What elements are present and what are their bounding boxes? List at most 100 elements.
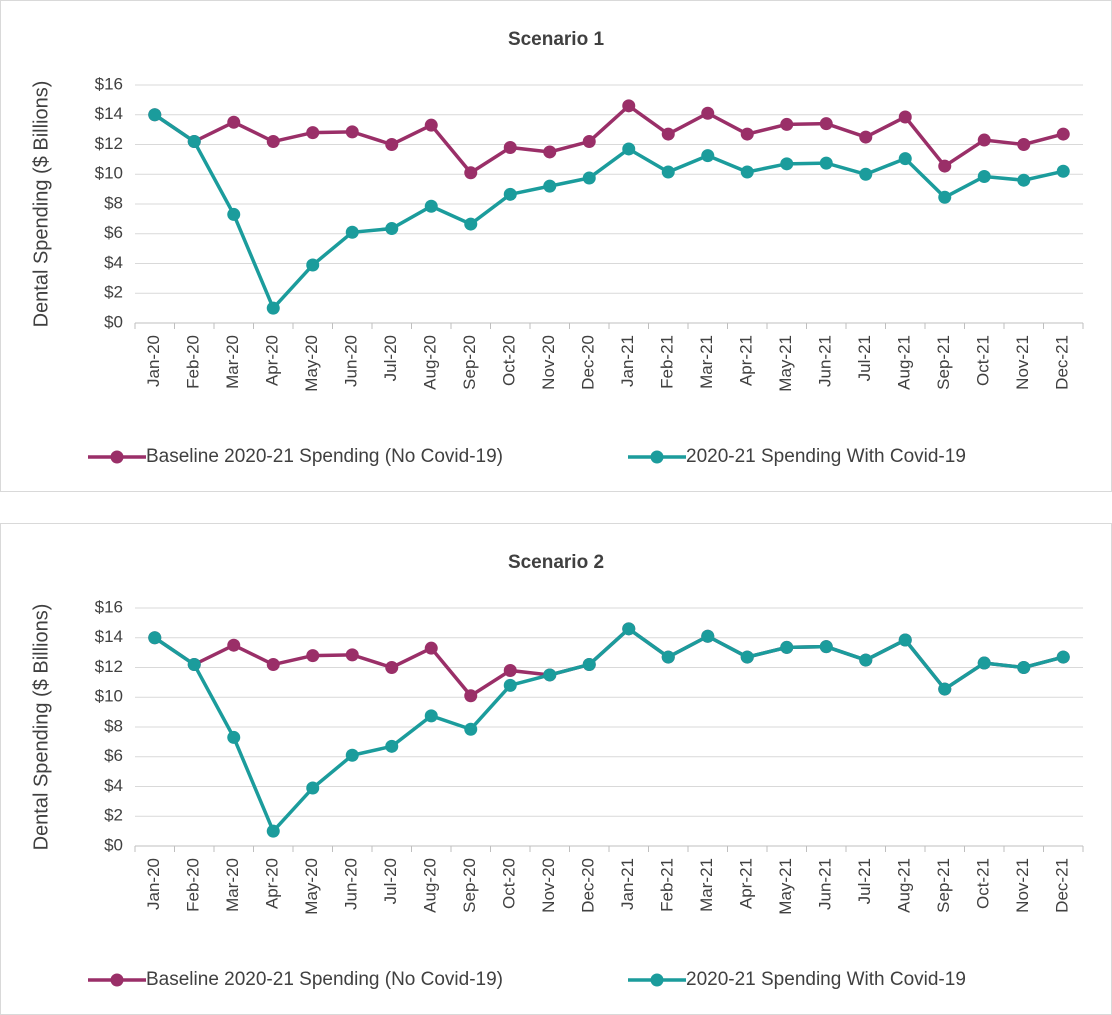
x-tick-label: Mar-21 xyxy=(697,335,716,389)
x-tick-label: Mar-21 xyxy=(697,858,716,912)
data-point xyxy=(464,166,478,180)
legend-marker xyxy=(110,450,124,464)
y-tick-label: $16 xyxy=(95,597,123,616)
data-point xyxy=(701,629,715,643)
x-tick-label: Jul-21 xyxy=(855,858,874,904)
y-tick-label: $2 xyxy=(104,806,123,825)
data-point xyxy=(345,225,359,239)
y-tick-label: $12 xyxy=(95,134,123,153)
data-point xyxy=(582,658,596,672)
data-point xyxy=(227,115,241,129)
x-tick-label: May-20 xyxy=(302,858,321,915)
x-tick-label: Sep-21 xyxy=(934,858,953,913)
data-point xyxy=(701,106,715,120)
data-point xyxy=(740,165,754,179)
x-tick-label: Jul-21 xyxy=(855,335,874,381)
data-point xyxy=(266,135,280,149)
data-point xyxy=(661,127,675,141)
y-tick-label: $16 xyxy=(95,74,123,93)
chart-title: Scenario 2 xyxy=(508,552,604,573)
data-point xyxy=(424,118,438,132)
data-point xyxy=(1017,138,1031,151)
x-tick-label: Jun-21 xyxy=(816,335,835,387)
data-point xyxy=(148,631,162,645)
y-tick-label: $14 xyxy=(95,104,123,123)
data-point xyxy=(385,138,399,151)
data-point xyxy=(227,638,241,652)
series-line xyxy=(153,103,1064,176)
x-tick-label: Nov-20 xyxy=(539,335,558,390)
data-point xyxy=(938,682,952,696)
x-tick-label: Apr-21 xyxy=(737,858,756,909)
data-point xyxy=(859,130,873,144)
legend-marker xyxy=(110,973,124,987)
data-point xyxy=(622,622,636,636)
x-tick-label: Jun-20 xyxy=(342,858,361,910)
x-tick-label: Nov-20 xyxy=(539,858,558,913)
data-point xyxy=(780,640,794,654)
data-point xyxy=(661,165,675,179)
data-point xyxy=(503,140,517,154)
x-tick-label: Dec-20 xyxy=(579,335,598,390)
x-tick-label: Apr-21 xyxy=(737,335,756,386)
data-point xyxy=(819,640,833,654)
data-point xyxy=(582,135,596,149)
x-tick-label: Aug-21 xyxy=(895,858,914,913)
legend-label: 2020-21 Spending With Covid-19 xyxy=(686,446,966,467)
x-tick-label: Apr-20 xyxy=(263,858,282,909)
data-point xyxy=(306,781,320,795)
x-tick-label: May-20 xyxy=(302,335,321,392)
x-tick-label: Feb-21 xyxy=(658,858,677,912)
data-point xyxy=(345,125,359,139)
data-point xyxy=(622,142,636,156)
data-point xyxy=(227,207,241,221)
y-tick-label: $4 xyxy=(104,776,123,795)
y-axis-label: Dental Spending ($ Billions) xyxy=(30,604,52,851)
y-tick-label: $14 xyxy=(95,627,123,646)
data-point xyxy=(187,658,201,672)
data-point xyxy=(306,649,320,663)
x-tick-label: Feb-21 xyxy=(658,335,677,389)
y-tick-label: $8 xyxy=(104,716,123,735)
x-tick-label: Aug-20 xyxy=(421,335,440,390)
data-point xyxy=(345,748,359,762)
legend-label: Baseline 2020-21 Spending (No Covid-19) xyxy=(146,446,503,467)
data-point xyxy=(898,110,912,124)
data-point xyxy=(464,217,478,231)
x-tick-label: Aug-21 xyxy=(895,335,914,390)
x-tick-label: Nov-21 xyxy=(1013,858,1032,913)
data-point xyxy=(266,301,280,315)
data-point xyxy=(938,190,952,204)
data-point xyxy=(740,127,754,141)
data-point xyxy=(1017,173,1031,187)
data-point xyxy=(1017,661,1031,674)
data-point xyxy=(503,678,517,692)
x-tick-label: Apr-20 xyxy=(263,335,282,386)
data-point xyxy=(938,159,952,173)
y-tick-label: $2 xyxy=(104,283,123,302)
data-point xyxy=(543,668,557,682)
chart-border xyxy=(0,0,1112,492)
x-tick-label: Mar-20 xyxy=(223,858,242,912)
x-tick-label: Feb-20 xyxy=(184,335,203,389)
data-point xyxy=(622,99,636,113)
y-tick-label: $6 xyxy=(104,746,123,765)
data-point xyxy=(977,133,991,147)
x-tick-label: Dec-21 xyxy=(1053,858,1072,913)
x-tick-label: Mar-20 xyxy=(223,335,242,389)
x-tick-label: Nov-21 xyxy=(1013,335,1032,390)
x-tick-label: May-21 xyxy=(776,858,795,915)
data-point xyxy=(464,722,478,736)
data-point xyxy=(227,730,241,744)
data-point xyxy=(1056,650,1070,664)
series-line xyxy=(153,626,1064,835)
x-tick-label: Oct-21 xyxy=(974,858,993,909)
data-point xyxy=(503,187,517,201)
data-point xyxy=(543,145,557,159)
data-point xyxy=(1056,127,1070,141)
y-tick-label: $10 xyxy=(95,687,123,706)
data-point xyxy=(859,653,873,667)
data-point xyxy=(701,149,715,163)
x-tick-label: Dec-20 xyxy=(579,858,598,913)
